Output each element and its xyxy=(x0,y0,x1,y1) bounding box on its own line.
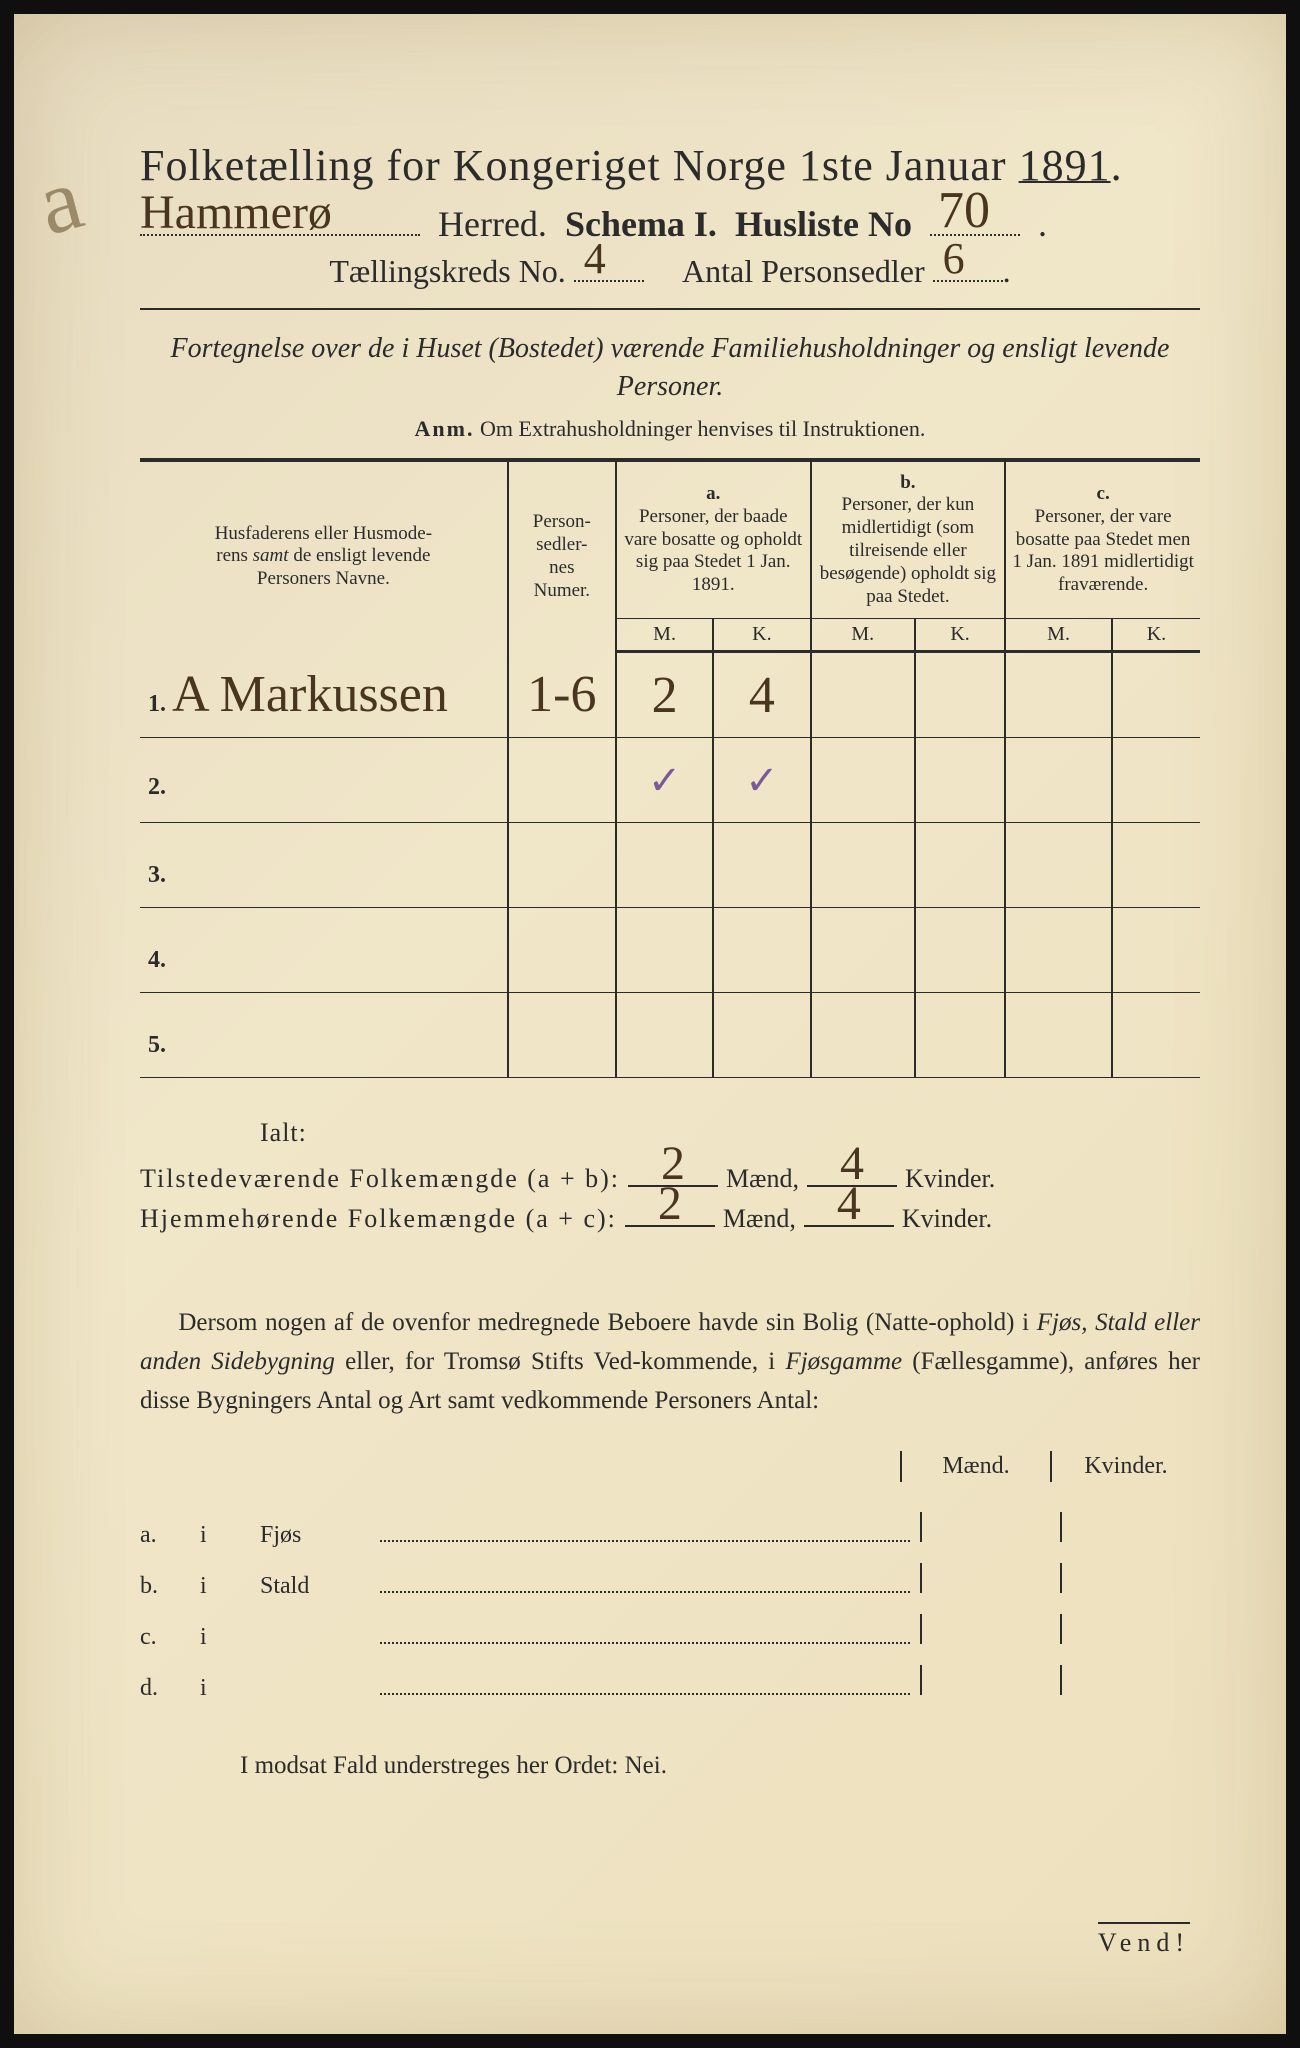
abcd-list: a.iFjøs b.iStald c.i d.i xyxy=(140,1512,1200,1702)
b-k-header: K. xyxy=(915,619,1005,652)
ialt-title: Ialt: xyxy=(260,1118,1200,1148)
abcd-row: d.i xyxy=(140,1665,1200,1702)
col-a-header: a. Personer, der baade vare bosatte og o… xyxy=(616,460,811,619)
col-numer-header: Person-sedler-nesNumer. xyxy=(508,460,616,652)
col-names-header: Husfaderens eller Husmode-rens samt de e… xyxy=(140,460,508,652)
c-k-header: K. xyxy=(1112,619,1200,652)
antal-label: Antal Personsedler xyxy=(682,253,925,289)
kreds-line: Tællingskreds No. 4 Antal Personsedler 6… xyxy=(140,253,1200,290)
census-table: Husfaderens eller Husmode-rens samt de e… xyxy=(140,458,1200,1079)
herred-line: Hammerø Herred. Schema I. Husliste No 70… xyxy=(140,203,1200,245)
maend-head: Mænd. xyxy=(900,1451,1050,1482)
page-title: Folketælling for Kongeriget Norge 1ste J… xyxy=(140,140,1200,191)
hjemme-kvinder: 4 xyxy=(837,1176,861,1231)
antal-handwritten: 6 xyxy=(943,233,965,284)
hjemme-maend: 2 xyxy=(658,1176,682,1231)
table-row: 3. xyxy=(140,823,1200,908)
a-k-header: K. xyxy=(713,619,810,652)
husliste-no-handwritten: 70 xyxy=(938,181,990,240)
anm-label: Anm. xyxy=(415,416,475,441)
kvinder-head: Kvinder. xyxy=(1050,1451,1200,1482)
fortegnelse-heading: Fortegnelse over de i Huset (Bostedet) v… xyxy=(140,330,1200,406)
kreds-no-handwritten: 4 xyxy=(584,233,606,284)
a-m-header: M. xyxy=(616,619,713,652)
table-row: 2. ✓✓ xyxy=(140,738,1200,823)
totals-block: Ialt: Tilstedeværende Folkemængde (a + b… xyxy=(140,1118,1200,1234)
col-b-header: b. Personer, der kun midlertidigt (som t… xyxy=(811,460,1006,619)
vend-footer: Vend! xyxy=(1098,1922,1190,1958)
anm-text: Om Extrahusholdninger henvises til Instr… xyxy=(480,416,925,441)
modsat-line: I modsat Fald understreges her Ordet: Ne… xyxy=(240,1752,1200,1780)
husliste-label: Husliste No xyxy=(735,203,912,245)
document-page: a Folketælling for Kongeriget Norge 1ste… xyxy=(0,0,1300,2048)
b-m-header: M. xyxy=(811,619,915,652)
herred-label: Herred. xyxy=(438,203,547,245)
divider xyxy=(140,308,1200,310)
margin-annotation: a xyxy=(27,147,92,257)
c-m-header: M. xyxy=(1005,619,1112,652)
col-c-header: c. Personer, der vare bosatte paa Stedet… xyxy=(1005,460,1200,619)
abcd-mk-header: Mænd. Kvinder. xyxy=(140,1451,1200,1482)
anm-note: Anm. Om Extrahusholdninger henvises til … xyxy=(140,416,1200,442)
table-row: 5. xyxy=(140,993,1200,1078)
hjemme-line: Hjemmehørende Folkemængde (a + c): 2 Mæn… xyxy=(140,1204,1200,1234)
herred-handwritten: Hammerø xyxy=(140,185,332,240)
dersom-paragraph: Dersom nogen af de ovenfor medregnede Be… xyxy=(140,1304,1200,1420)
abcd-row: a.iFjøs xyxy=(140,1512,1200,1549)
table-row: 4. xyxy=(140,908,1200,993)
table-row: 1. A Markussen1-624 xyxy=(140,652,1200,738)
abcd-row: b.iStald xyxy=(140,1563,1200,1600)
abcd-row: c.i xyxy=(140,1614,1200,1651)
kreds-label: Tællingskreds No. xyxy=(329,253,565,289)
